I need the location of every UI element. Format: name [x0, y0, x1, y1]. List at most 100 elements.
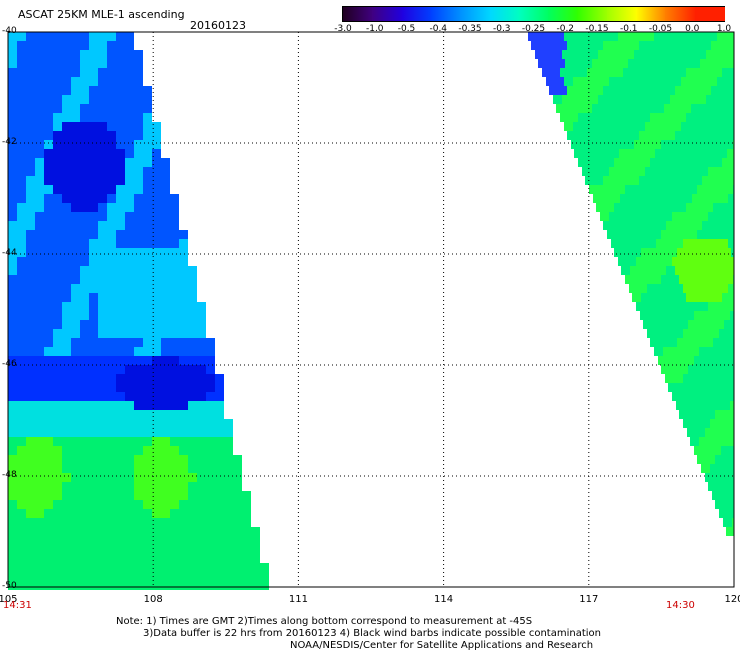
swath-cell	[116, 509, 125, 518]
swath-cell	[634, 140, 643, 149]
swath-cell	[197, 545, 206, 554]
swath-cell	[715, 140, 724, 149]
swath-cell	[98, 500, 107, 509]
swath-cell	[233, 563, 242, 572]
swath-cell	[161, 284, 170, 293]
swath-cell	[589, 50, 598, 59]
swath-cell	[663, 122, 672, 131]
swath-cell	[690, 212, 699, 221]
swath-cell	[107, 581, 116, 590]
swath-cell	[197, 536, 206, 545]
swath-cell	[98, 149, 107, 158]
swath-cell	[17, 572, 26, 581]
swath-cell	[107, 104, 116, 113]
swath-cell	[116, 455, 125, 464]
swath-cell	[71, 419, 80, 428]
swath-cell	[89, 347, 98, 356]
swath-cell	[17, 374, 26, 383]
swath-cell	[80, 59, 89, 68]
swath-cell	[652, 230, 661, 239]
swath-cell	[724, 410, 733, 419]
swath-cell	[731, 68, 734, 77]
swath-cell	[625, 140, 634, 149]
swath-cell	[80, 176, 89, 185]
swath-cell	[668, 203, 677, 212]
swath-cell	[659, 338, 668, 347]
swath-cell	[53, 383, 62, 392]
swath-cell	[621, 221, 630, 230]
swath-cell	[652, 140, 661, 149]
swath-cell	[206, 464, 215, 473]
swath-cell	[670, 230, 679, 239]
swath-cell	[730, 446, 734, 455]
swath-cell	[89, 176, 98, 185]
swath-cell	[71, 581, 80, 590]
swath-cell	[17, 185, 26, 194]
swath-cell	[125, 563, 134, 572]
swath-cell	[645, 257, 654, 266]
swath-cell	[675, 131, 684, 140]
swath-cell	[701, 374, 710, 383]
swath-cell	[636, 212, 645, 221]
swath-cell	[179, 293, 188, 302]
swath-cell	[134, 410, 143, 419]
swath-cell	[681, 392, 690, 401]
swath-cell	[728, 374, 734, 383]
swath-cell	[661, 50, 670, 59]
swath-cell	[161, 392, 170, 401]
swath-cell	[197, 437, 206, 446]
swath-cell	[251, 536, 260, 545]
swath-cell	[188, 338, 197, 347]
swath-cell	[8, 401, 17, 410]
swath-cell	[690, 77, 699, 86]
swath-cell	[17, 176, 26, 185]
swath-cell	[80, 563, 89, 572]
swath-cell	[62, 347, 71, 356]
swath-cell	[26, 401, 35, 410]
swath-cell	[215, 491, 224, 500]
swath-cell	[71, 356, 80, 365]
swath-cell	[632, 248, 641, 257]
swath-cell	[636, 122, 645, 131]
swath-cell	[71, 374, 80, 383]
swath-cell	[224, 500, 233, 509]
swath-cell	[107, 149, 116, 158]
swath-cell	[62, 473, 71, 482]
swath-cell	[592, 104, 601, 113]
swath-cell	[116, 491, 125, 500]
swath-cell	[143, 212, 152, 221]
swath-cell	[134, 482, 143, 491]
swath-cell	[98, 176, 107, 185]
swath-cell	[98, 518, 107, 527]
swath-cell	[727, 59, 734, 68]
swath-cell	[44, 482, 53, 491]
swath-cell	[8, 185, 17, 194]
swath-cell	[179, 266, 188, 275]
swath-cell	[71, 32, 80, 41]
swath-cell	[17, 356, 26, 365]
swath-cell	[161, 419, 170, 428]
swath-cell	[53, 518, 62, 527]
swath-cell	[8, 239, 17, 248]
swath-cell	[683, 239, 692, 248]
swath-cell	[677, 68, 686, 77]
swath-cell	[98, 59, 107, 68]
swath-cell	[161, 518, 170, 527]
swath-cell	[645, 212, 654, 221]
swath-cell	[17, 545, 26, 554]
swath-cell	[71, 518, 80, 527]
swath-cell	[143, 509, 152, 518]
swath-cell	[607, 50, 616, 59]
swath-cell	[89, 572, 98, 581]
swath-cell	[641, 113, 650, 122]
swath-cell	[107, 230, 116, 239]
swath-cell	[728, 329, 734, 338]
swath-cell	[179, 464, 188, 473]
swath-cell	[242, 554, 251, 563]
swath-cell	[62, 203, 71, 212]
swath-cell	[17, 428, 26, 437]
swath-cell	[555, 77, 564, 86]
swath-cell	[161, 329, 170, 338]
swath-cell	[89, 41, 98, 50]
swath-cell	[708, 167, 717, 176]
